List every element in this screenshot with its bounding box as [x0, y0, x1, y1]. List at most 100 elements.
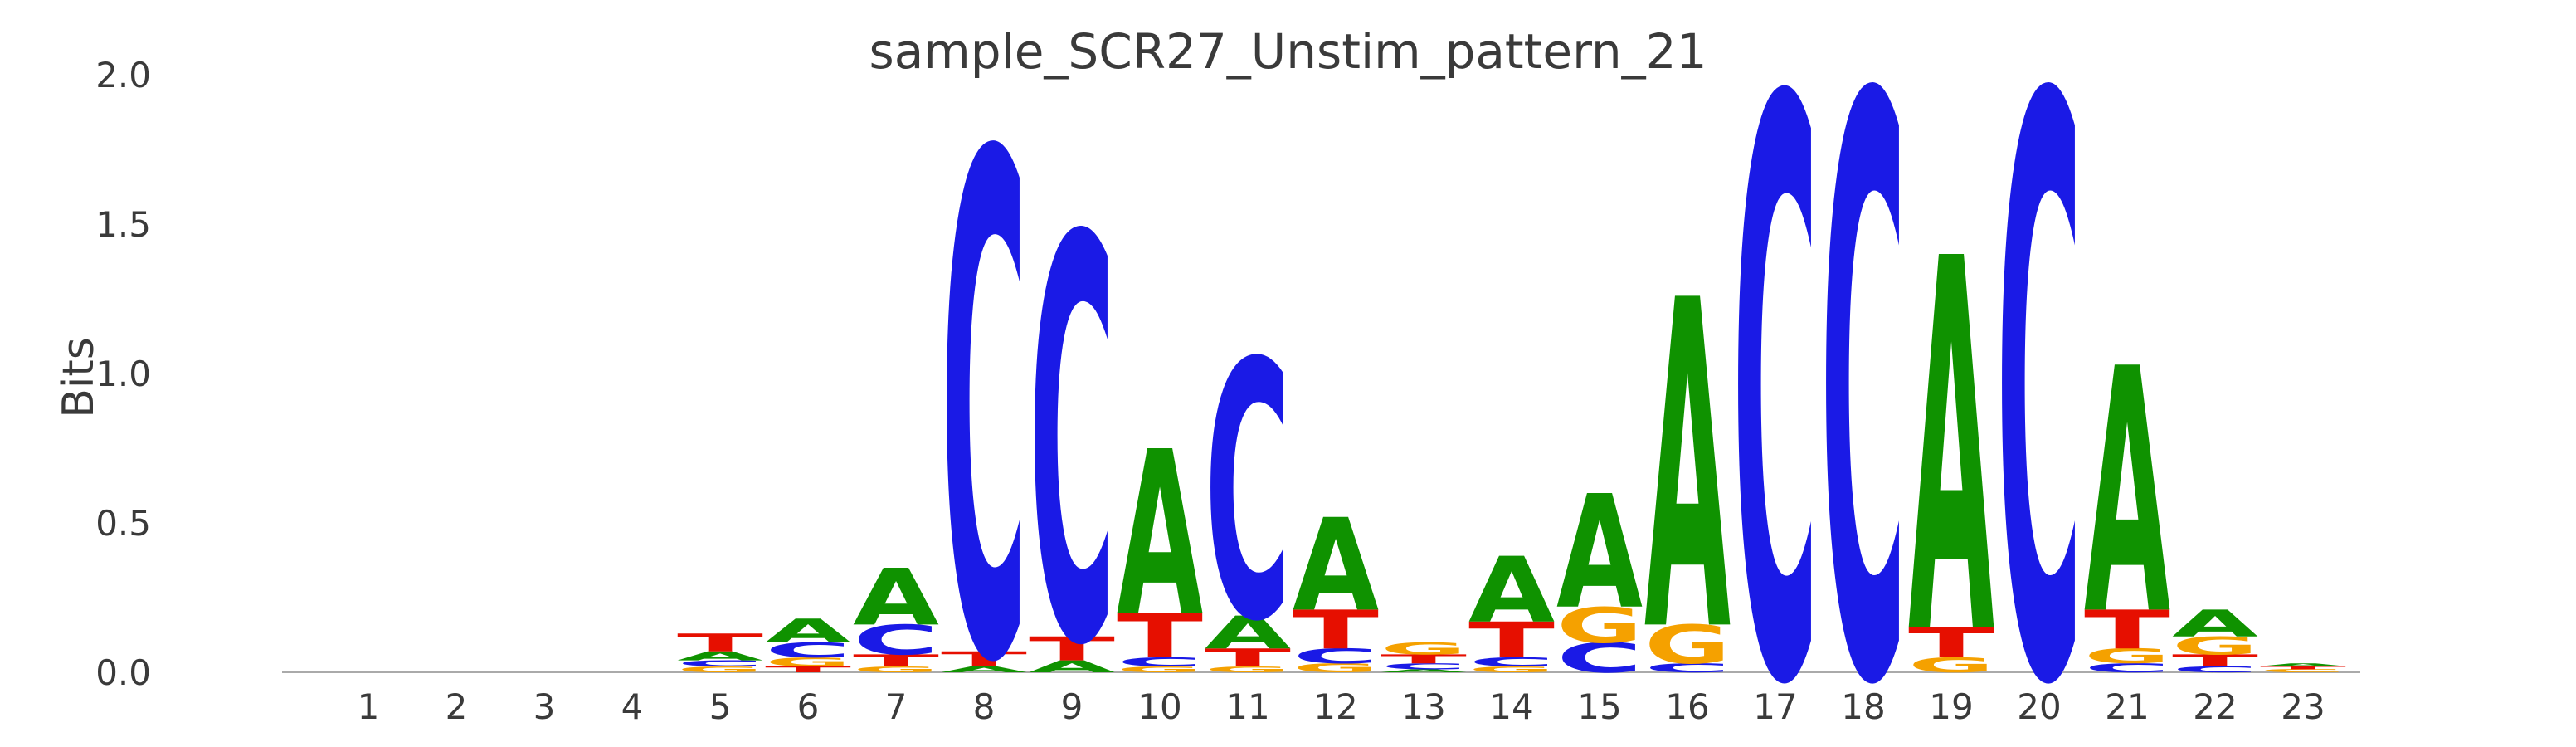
- logo-letter-glyph: T: [1381, 652, 1467, 666]
- logo-letter-glyph: T: [2172, 651, 2258, 670]
- logo-letter-T-pos6: T: [765, 665, 851, 674]
- x-tick-label: 21: [2105, 686, 2149, 727]
- logo-letter-glyph: A: [1293, 492, 1379, 640]
- logo-letter-C-pos18: C: [1820, 0, 1906, 747]
- logo-letter-T-pos5: T: [677, 628, 763, 657]
- logo-letter-T-pos8: T: [941, 647, 1027, 671]
- logo-letter-glyph: C: [2172, 665, 2258, 674]
- logo-letter-glyph: A: [1117, 403, 1203, 666]
- logo-letter-glyph: C: [1293, 644, 1379, 668]
- logo-letter-T-pos14: T: [1468, 613, 1555, 670]
- logo-letter-A-pos12: A: [1293, 492, 1379, 640]
- logo-letter-G-pos23: G: [2260, 668, 2346, 673]
- logo-letter-glyph: T: [941, 647, 1027, 671]
- y-axis-label: Bits: [54, 337, 104, 418]
- logo-letter-A-pos6: A: [765, 613, 851, 651]
- logo-letter-glyph: C: [1820, 0, 1906, 747]
- logo-letter-T-pos19: T: [1908, 619, 1994, 667]
- x-tick-label: 13: [1401, 686, 1445, 727]
- logo-letter-glyph: A: [765, 613, 851, 651]
- logo-letter-A-pos11: A: [1205, 607, 1291, 659]
- logo-letter-glyph: C: [1029, 123, 1115, 747]
- logo-letter-A-pos7: A: [853, 553, 939, 643]
- logo-letter-glyph: C: [1996, 0, 2082, 747]
- logo-letter-glyph: C: [677, 659, 763, 668]
- logo-letter-A-pos10: A: [1117, 403, 1203, 666]
- logo-letter-G-pos6: G: [765, 655, 851, 669]
- logo-letter-glyph: G: [1293, 661, 1379, 675]
- logo-letter-glyph: G: [1468, 665, 1555, 674]
- logo-letter-T-pos22: T: [2172, 651, 2258, 670]
- logo-letter-glyph: A: [677, 649, 763, 663]
- logo-letter-glyph: G: [2172, 632, 2258, 660]
- logo-letter-glyph: T: [1468, 613, 1555, 670]
- logo-letter-glyph: T: [1029, 630, 1115, 668]
- logo-letter-A-pos19: A: [1908, 151, 1995, 747]
- logo-letter-G-pos15: G: [1556, 598, 1643, 655]
- logo-letter-C-pos14: C: [1468, 655, 1555, 669]
- logo-letter-glyph: G: [1117, 665, 1203, 674]
- x-tick-label: 12: [1313, 686, 1357, 727]
- logo-letter-C-pos8: C: [941, 14, 1027, 747]
- logo-letter-glyph: T: [1205, 643, 1291, 671]
- x-tick-label: 11: [1225, 686, 1269, 727]
- logo-letter-glyph: C: [1381, 662, 1467, 671]
- logo-letter-C-pos22: C: [2172, 665, 2258, 674]
- logo-letter-glyph: T: [765, 665, 851, 674]
- logo-letter-glyph: T: [1908, 619, 1994, 667]
- logo-letter-C-pos10: C: [1117, 655, 1203, 669]
- logo-letter-glyph: G: [1205, 665, 1291, 674]
- x-tick-label: 22: [2193, 686, 2237, 727]
- logo-letter-glyph: A: [1908, 151, 1995, 747]
- logo-letter-T-pos13: T: [1381, 652, 1467, 666]
- logo-letter-A-pos23: A: [2260, 662, 2346, 667]
- logo-letter-glyph: C: [2084, 661, 2170, 675]
- logo-letter-glyph: T: [2084, 599, 2170, 662]
- x-tick-label: 19: [1929, 686, 1973, 727]
- logo-letter-G-pos12: G: [1293, 661, 1379, 675]
- x-tick-label: 1: [358, 686, 380, 727]
- logo-letter-glyph: T: [677, 628, 763, 657]
- logo-letter-G-pos19: G: [1908, 653, 1994, 677]
- logo-letter-A-pos13: A: [1381, 668, 1467, 673]
- logo-letter-glyph: G: [1908, 653, 1994, 677]
- logo-letter-C-pos15: C: [1556, 634, 1643, 682]
- logo-letter-glyph: G: [765, 655, 851, 669]
- x-tick-label: 14: [1489, 686, 1533, 727]
- logo-letter-G-pos11: G: [1205, 665, 1291, 674]
- logo-letter-C-pos21: C: [2084, 661, 2170, 675]
- logo-letter-T-pos7: T: [853, 651, 939, 670]
- x-tick-label: 23: [2281, 686, 2325, 727]
- logo-letter-C-pos17: C: [1732, 0, 1819, 747]
- logo-letter-glyph: A: [1644, 207, 1731, 732]
- logo-letter-A-pos16: A: [1644, 207, 1731, 732]
- logo-letter-glyph: A: [2172, 602, 2258, 645]
- logo-letter-A-pos5: A: [677, 649, 763, 663]
- logo-letter-C-pos11: C: [1205, 288, 1291, 699]
- x-tick-label: 4: [621, 686, 644, 727]
- x-tick-label: 10: [1137, 686, 1181, 727]
- logo-letter-A-pos15: A: [1556, 463, 1643, 644]
- logo-letter-glyph: G: [2260, 668, 2346, 673]
- logo-letter-C-pos5: C: [677, 659, 763, 668]
- logo-letter-A-pos22: A: [2172, 602, 2258, 645]
- y-tick-label: 2.0: [95, 55, 151, 95]
- logo-letter-glyph: G: [853, 665, 939, 674]
- logo-letter-A-pos9: A: [1029, 657, 1115, 676]
- logo-letter-glyph: T: [1293, 599, 1379, 662]
- logo-letter-G-pos21: G: [2084, 644, 2170, 668]
- logo-letter-G-pos7: G: [853, 665, 939, 674]
- chart-title: sample_SCR27_Unstim_pattern_21: [869, 23, 1707, 80]
- logo-letter-T-pos10: T: [1117, 601, 1204, 672]
- logo-letter-glyph: A: [2084, 299, 2171, 689]
- logo-letter-glyph: G: [2084, 644, 2170, 668]
- logo-letter-glyph: A: [1381, 668, 1467, 673]
- logo-letter-glyph: A: [2260, 662, 2346, 667]
- logo-letter-glyph: C: [765, 638, 851, 662]
- x-tick-label: 5: [709, 686, 732, 727]
- logo-letter-C-pos12: C: [1293, 644, 1379, 668]
- logo-letter-C-pos6: C: [765, 638, 851, 662]
- x-tick-label: 20: [2017, 686, 2061, 727]
- logo-letter-glyph: C: [941, 14, 1027, 747]
